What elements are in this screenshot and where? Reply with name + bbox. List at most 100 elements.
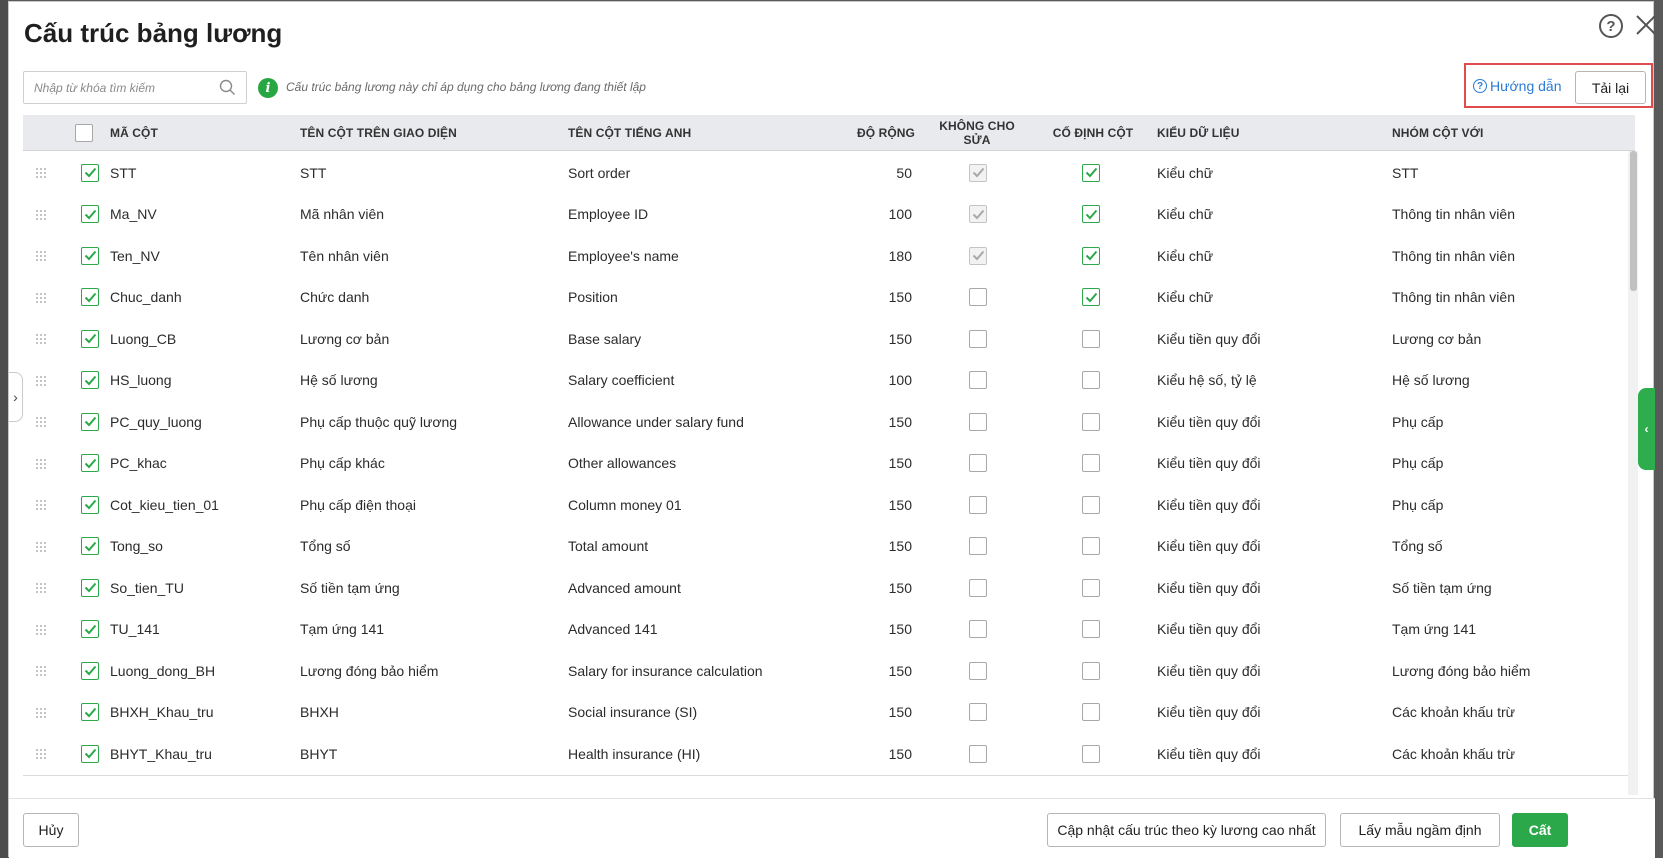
cell-en-name[interactable]: Employee ID bbox=[568, 206, 649, 222]
pinned-checkbox[interactable] bbox=[1082, 412, 1100, 431]
no-edit-checkbox[interactable] bbox=[969, 371, 987, 389]
drag-handle-icon[interactable] bbox=[35, 747, 47, 759]
table-row[interactable]: Luong_CB Lương cơ bản Base salary 150 Kiểu t… bbox=[23, 317, 1635, 361]
cell-width[interactable]: 150 bbox=[888, 289, 912, 305]
no-edit-checkbox[interactable] bbox=[969, 620, 987, 638]
select-all-checkbox[interactable] bbox=[75, 124, 93, 142]
cell-data-type[interactable]: Kiểu chữ bbox=[1157, 289, 1214, 305]
pinned-checkbox[interactable] bbox=[1082, 703, 1100, 721]
cell-width[interactable]: 100 bbox=[888, 372, 912, 388]
cell-ui-name[interactable]: Chức danh bbox=[300, 289, 370, 305]
header-no-edit[interactable]: KHÔNG CHO SỬA bbox=[939, 119, 1015, 147]
cell-en-name[interactable]: Advanced 141 bbox=[568, 621, 658, 637]
pinned-checkbox[interactable] bbox=[1082, 163, 1100, 182]
cell-group[interactable]: Các khoản khấu trừ bbox=[1392, 745, 1515, 762]
drag-handle-icon[interactable] bbox=[35, 623, 47, 635]
cell-data-type[interactable]: Kiểu tiền quy đổi bbox=[1157, 621, 1261, 637]
help-icon[interactable]: ? bbox=[1599, 14, 1623, 38]
cell-data-type[interactable]: Kiểu tiền quy đổi bbox=[1157, 579, 1261, 596]
cell-data-type[interactable]: Kiểu tiền quy đổi bbox=[1157, 538, 1261, 554]
row-select-checkbox[interactable] bbox=[81, 661, 99, 680]
table-scrollbar[interactable] bbox=[1628, 151, 1638, 795]
header-group[interactable]: NHÓM CỘT VỚI bbox=[1392, 126, 1484, 140]
header-code[interactable]: MÃ CỘT bbox=[110, 126, 158, 140]
guide-link[interactable]: ? Hướng dẫn bbox=[1473, 78, 1561, 94]
save-button[interactable]: Cất bbox=[1512, 813, 1568, 847]
cell-data-type[interactable]: Kiểu tiền quy đổi bbox=[1157, 455, 1261, 471]
reload-button[interactable]: Tải lại bbox=[1575, 71, 1646, 104]
row-select-checkbox[interactable] bbox=[81, 744, 99, 763]
cell-group[interactable]: Lương cơ bản bbox=[1392, 330, 1482, 347]
row-select-checkbox[interactable] bbox=[81, 163, 99, 182]
table-row[interactable]: BHYT_Khau_tru BHYT Health insurance (HI) 15… bbox=[23, 732, 1635, 776]
drag-handle-icon[interactable] bbox=[35, 374, 47, 386]
cell-group[interactable]: Phụ cấp bbox=[1392, 413, 1444, 430]
cell-group[interactable]: Hệ số lương bbox=[1392, 372, 1470, 388]
cell-group[interactable]: Thông tin nhân viên bbox=[1392, 247, 1515, 264]
cell-width[interactable]: 150 bbox=[888, 496, 912, 513]
no-edit-checkbox[interactable] bbox=[969, 537, 987, 555]
cell-data-type[interactable]: Kiểu tiền quy đổi bbox=[1157, 496, 1261, 513]
header-data-type[interactable]: KIỂU DỮ LIỆU bbox=[1157, 126, 1240, 140]
drag-handle-icon[interactable] bbox=[35, 415, 47, 427]
row-select-checkbox[interactable] bbox=[81, 454, 99, 472]
cell-width[interactable]: 50 bbox=[896, 164, 912, 181]
table-row[interactable]: TU_141 Tạm ứng 141 Advanced 141 150 Kiểu tiề… bbox=[23, 607, 1635, 652]
no-edit-checkbox[interactable] bbox=[969, 703, 987, 721]
cell-en-name[interactable]: Employee's name bbox=[568, 247, 679, 264]
cell-ui-name[interactable]: Phụ cấp điện thoại bbox=[300, 496, 416, 513]
cell-ui-name[interactable]: Tổng số bbox=[300, 538, 351, 554]
cell-data-type[interactable]: Kiểu chữ bbox=[1157, 164, 1214, 181]
cell-ui-name[interactable]: Tạm ứng 141 bbox=[300, 621, 385, 637]
drag-handle-icon[interactable] bbox=[35, 291, 47, 303]
cell-ui-name[interactable]: Tên nhân viên bbox=[300, 247, 389, 264]
cell-group[interactable]: STT bbox=[1392, 164, 1419, 181]
drag-handle-icon[interactable] bbox=[35, 457, 47, 469]
drag-handle-icon[interactable] bbox=[35, 581, 47, 593]
cell-en-name[interactable]: Position bbox=[568, 289, 618, 305]
default-template-button[interactable]: Lấy mẫu ngầm định bbox=[1340, 813, 1500, 847]
cell-group[interactable]: Thông tin nhân viên bbox=[1392, 206, 1515, 222]
drag-handle-icon[interactable] bbox=[35, 249, 47, 261]
no-edit-checkbox[interactable] bbox=[969, 578, 987, 597]
drag-handle-icon[interactable] bbox=[35, 208, 47, 220]
drag-handle-icon[interactable] bbox=[35, 498, 47, 510]
no-edit-checkbox[interactable] bbox=[969, 454, 987, 472]
table-row[interactable]: So_tien_TU Số tiền tạm ứng Advanced amount… bbox=[23, 566, 1635, 610]
cell-data-type[interactable]: Kiểu tiền quy đổi bbox=[1157, 662, 1261, 679]
pinned-checkbox[interactable] bbox=[1082, 495, 1100, 514]
cell-en-name[interactable]: Salary coefficient bbox=[568, 372, 675, 388]
cell-width[interactable]: 150 bbox=[888, 579, 912, 596]
cell-en-name[interactable]: Base salary bbox=[568, 330, 642, 347]
no-edit-checkbox[interactable] bbox=[969, 495, 987, 514]
row-select-checkbox[interactable] bbox=[81, 205, 99, 223]
cell-group[interactable]: Phụ cấp bbox=[1392, 496, 1444, 513]
cell-width[interactable]: 150 bbox=[888, 662, 912, 679]
table-row[interactable]: PC_khac Phụ cấp khác Other allowances 150 Ki… bbox=[23, 441, 1635, 486]
no-edit-checkbox[interactable] bbox=[969, 661, 987, 680]
pinned-checkbox[interactable] bbox=[1082, 661, 1100, 680]
cell-en-name[interactable]: Sort order bbox=[568, 164, 631, 181]
table-row[interactable]: Luong_dong_BH Lương đóng bảo hiểm Salary f… bbox=[23, 649, 1635, 693]
cell-ui-name[interactable]: Phụ cấp thuộc quỹ lương bbox=[300, 413, 458, 430]
side-panel-toggle[interactable]: ‹ bbox=[1638, 388, 1655, 470]
cell-width[interactable]: 150 bbox=[888, 413, 912, 430]
header-width[interactable]: ĐỘ RỘNG bbox=[856, 126, 915, 140]
cell-group[interactable]: Lương đóng bảo hiểm bbox=[1392, 662, 1531, 679]
cell-data-type[interactable]: Kiểu chữ bbox=[1157, 206, 1214, 222]
row-select-checkbox[interactable] bbox=[81, 412, 99, 431]
search-input[interactable] bbox=[24, 72, 214, 103]
drag-handle-icon[interactable] bbox=[35, 166, 47, 178]
row-select-checkbox[interactable] bbox=[81, 620, 99, 638]
table-row[interactable]: Cot_kieu_tien_01 Phụ cấp điện thoại Column… bbox=[23, 483, 1635, 527]
cell-data-type[interactable]: Kiểu tiền quy đổi bbox=[1157, 745, 1261, 762]
no-edit-checkbox[interactable] bbox=[969, 329, 987, 348]
table-row[interactable]: HS_luong Hệ số lương Salary coefficient 100… bbox=[23, 358, 1635, 403]
cell-width[interactable]: 100 bbox=[888, 206, 912, 222]
table-row[interactable]: PC_quy_luong Phụ cấp thuộc quỹ lương Allow… bbox=[23, 400, 1635, 444]
row-select-checkbox[interactable] bbox=[81, 578, 99, 597]
row-select-checkbox[interactable] bbox=[81, 246, 99, 265]
cell-data-type[interactable]: Kiểu tiền quy đổi bbox=[1157, 330, 1261, 347]
pinned-checkbox[interactable] bbox=[1082, 454, 1100, 472]
drag-handle-icon[interactable] bbox=[35, 332, 47, 344]
